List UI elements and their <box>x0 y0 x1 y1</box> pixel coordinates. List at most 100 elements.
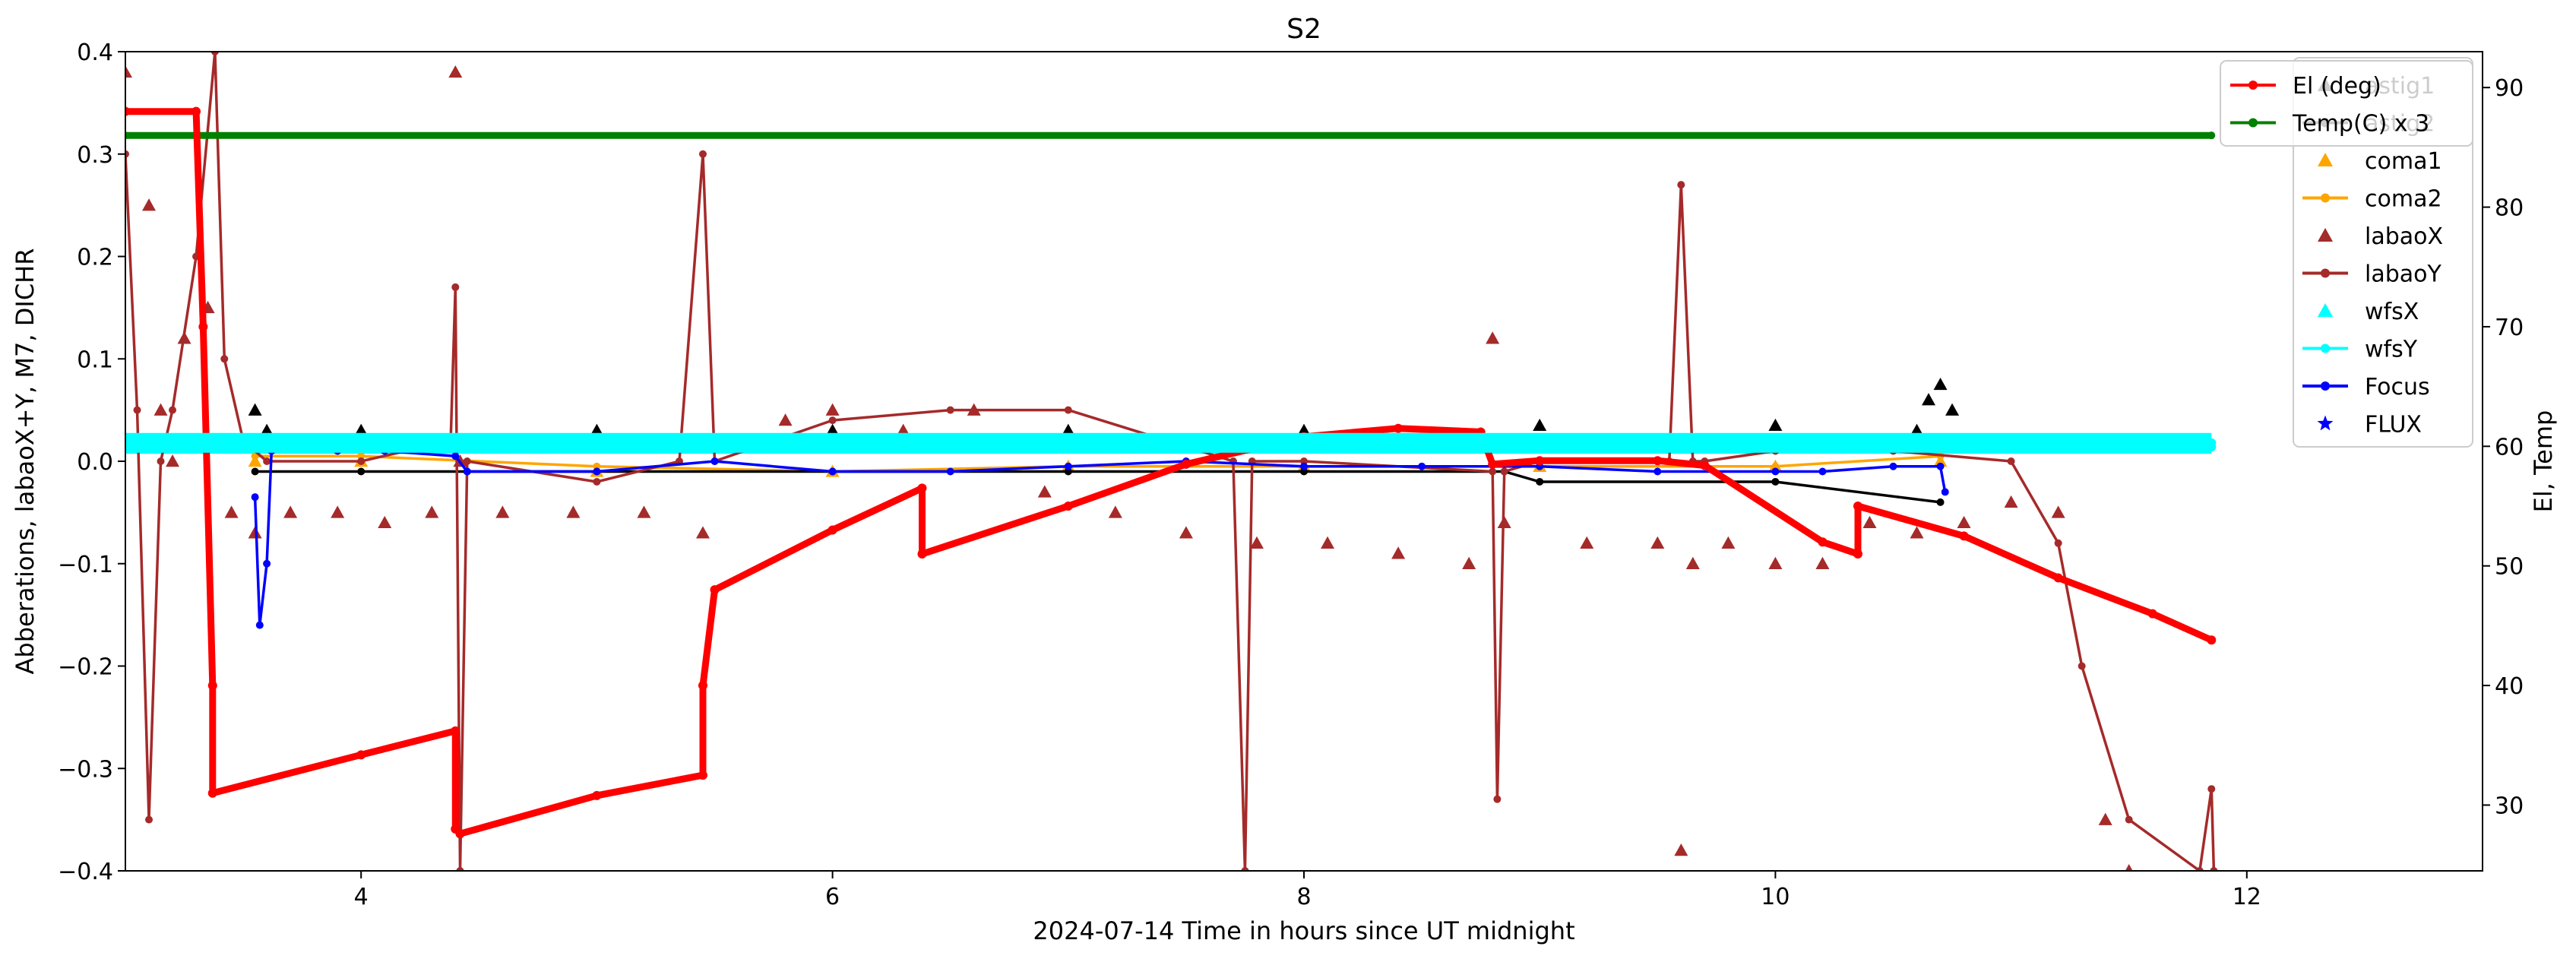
legend-label: labaoX <box>2365 223 2443 250</box>
data-point <box>825 423 840 436</box>
data-point <box>166 454 180 467</box>
data-point <box>1933 454 1948 467</box>
legend-marker <box>2318 153 2333 166</box>
data-point <box>463 467 471 476</box>
data-point <box>917 549 927 559</box>
data-point <box>1650 536 1665 549</box>
data-point <box>354 423 369 436</box>
data-point <box>1391 546 1406 559</box>
data-point <box>177 331 191 344</box>
legend-entry: wfsX <box>2318 299 2419 325</box>
data-point <box>1936 498 1945 506</box>
data-point <box>1853 502 1862 511</box>
data-point <box>1721 536 1736 549</box>
data-point <box>828 467 837 476</box>
x-tick-label: 8 <box>1296 884 1311 910</box>
y-axis-right-label: El, Temp <box>2529 410 2558 513</box>
legend-entry: labaoX <box>2318 223 2443 250</box>
legend-label: coma2 <box>2365 186 2442 213</box>
data-point <box>169 406 177 414</box>
data-point <box>145 815 153 824</box>
legend-label: wfsY <box>2365 337 2418 363</box>
legend-entry: Focus <box>2302 374 2430 400</box>
data-point <box>451 283 460 291</box>
data-point <box>125 150 129 158</box>
data-point <box>1674 843 1688 856</box>
legend-marker <box>2317 415 2334 431</box>
data-point <box>2098 812 2112 825</box>
y-right-tick-label: 40 <box>2495 673 2524 700</box>
data-point <box>207 681 217 691</box>
y-left-tick-label: −0.1 <box>58 552 113 578</box>
data-point <box>710 585 720 595</box>
legend-marker <box>2248 118 2258 128</box>
data-point <box>1933 377 1948 391</box>
data-point <box>1500 467 1508 476</box>
data-point <box>1108 505 1122 518</box>
data-point <box>1771 467 1780 476</box>
data-point <box>260 423 274 436</box>
data-point <box>1700 461 1710 470</box>
y-left-tick-label: 0.3 <box>77 142 113 169</box>
data-point <box>248 403 262 416</box>
data-point <box>251 467 259 476</box>
data-point <box>1462 556 1476 569</box>
legend-marker <box>2248 81 2258 90</box>
data-point <box>1533 418 1547 432</box>
legend-label: Temp(C) x 3 <box>2292 111 2429 138</box>
data-point <box>455 829 465 839</box>
y-right-tick-label: 70 <box>2495 315 2524 341</box>
data-point <box>828 416 837 425</box>
data-point <box>1922 393 1936 406</box>
data-point <box>1535 456 1545 466</box>
x-axis: 4 6 8 10 12 <box>354 871 2261 910</box>
legend-entry: wfsY <box>2302 337 2418 363</box>
legend-marker <box>2318 228 2333 242</box>
legend-marker <box>2321 381 2330 391</box>
data-point <box>590 423 604 436</box>
data-point <box>356 750 366 760</box>
legend-el-temp: El (deg) Temp(C) x 3 <box>2220 60 2473 147</box>
legend-label: Focus <box>2365 374 2430 400</box>
data-point <box>357 457 366 465</box>
data-point <box>896 423 910 436</box>
series-astig1 <box>248 377 1960 436</box>
data-point <box>2051 505 2065 518</box>
legend-label: El (deg) <box>2293 73 2381 100</box>
data-point <box>1941 488 1949 496</box>
data-point <box>153 403 168 416</box>
data-point <box>2053 573 2063 583</box>
data-point <box>1685 556 1700 569</box>
data-point <box>778 413 793 426</box>
data-point <box>1862 515 1877 529</box>
data-point <box>1768 556 1783 569</box>
data-point <box>263 457 271 465</box>
legend-marker <box>2321 193 2330 203</box>
data-point <box>2147 609 2157 619</box>
data-point <box>593 477 601 486</box>
x-tick-label: 12 <box>2233 884 2261 910</box>
data-point <box>451 726 460 736</box>
y-left-tick-label: 0.0 <box>77 449 113 476</box>
data-point <box>1418 462 1426 470</box>
data-point <box>1179 526 1193 539</box>
data-point <box>331 505 345 518</box>
data-point <box>2007 457 2015 465</box>
y-right-tick-label: 90 <box>2495 75 2524 102</box>
data-point <box>2078 662 2086 670</box>
data-point <box>1853 549 1862 559</box>
data-point <box>2125 864 2133 871</box>
data-point <box>828 525 837 535</box>
series-line <box>125 108 2214 837</box>
legend-aberrations: astig1astig2coma1coma2labaoXlabaoYwfsXwf… <box>2293 57 2473 448</box>
data-point <box>425 505 439 518</box>
data-point <box>1241 867 1249 871</box>
data-point <box>967 403 981 416</box>
data-point <box>2210 867 2218 871</box>
legend-entry: coma2 <box>2302 186 2442 213</box>
legend-marker <box>2318 303 2333 317</box>
plot-area <box>125 52 2218 871</box>
data-point <box>495 505 510 518</box>
data-point <box>1497 515 1511 529</box>
